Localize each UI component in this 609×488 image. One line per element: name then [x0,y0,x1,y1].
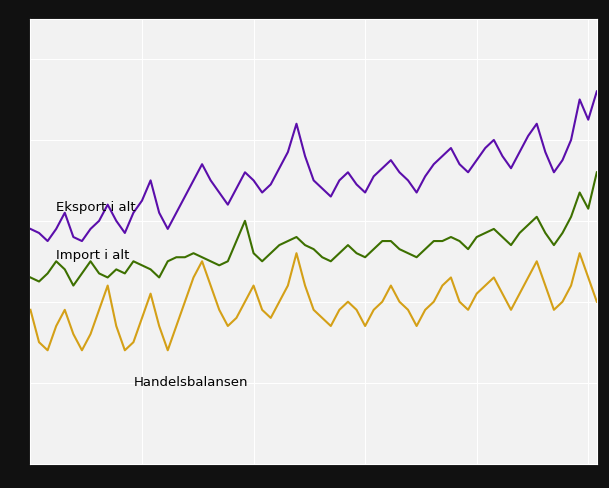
Text: Handelsbalansen: Handelsbalansen [133,375,248,388]
Text: Import i alt: Import i alt [56,249,130,262]
Text: Eksport i alt: Eksport i alt [56,201,136,213]
